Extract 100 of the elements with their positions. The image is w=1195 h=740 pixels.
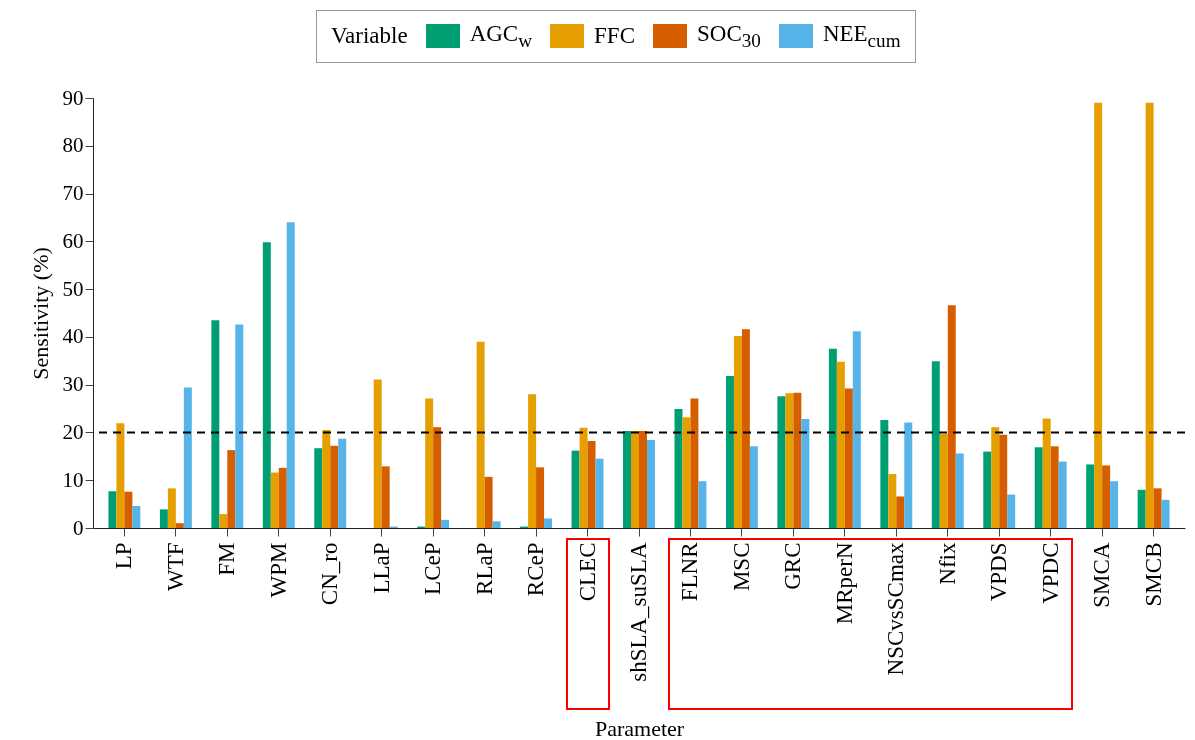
y-tick-label: 60	[62, 228, 84, 253]
x-tick-label: VPDC	[1037, 542, 1063, 604]
x-tick-label: MRperN	[831, 542, 857, 625]
x-tick-label: Nfix	[934, 542, 960, 585]
bar	[1145, 102, 1154, 528]
x-tick-label: LLaP	[368, 542, 394, 594]
x-tick-label: CN_ro	[317, 542, 343, 606]
y-tick-label: 30	[62, 372, 84, 397]
bar	[433, 427, 442, 528]
bar	[373, 379, 382, 528]
bar	[741, 329, 750, 528]
bar	[896, 496, 905, 528]
x-tick-label: FM	[214, 542, 240, 576]
bar	[690, 398, 699, 528]
bar	[1042, 418, 1051, 528]
bar	[528, 394, 537, 528]
bar	[836, 361, 845, 528]
x-tick-label: shSLA_suSLA	[626, 542, 651, 682]
y-tick-label: 0	[73, 515, 84, 540]
x-tick-label: LCeP	[420, 542, 446, 595]
bar	[1161, 499, 1170, 528]
bar	[888, 474, 897, 528]
bar	[536, 467, 545, 528]
bar	[1086, 464, 1095, 528]
x-tick-label: MSC	[728, 542, 754, 592]
bar	[286, 222, 295, 528]
bar	[1110, 481, 1119, 528]
bar	[124, 491, 133, 528]
bar	[579, 427, 588, 528]
legend-label: NEE$_{cum}$	[822, 21, 901, 52]
bar	[1050, 446, 1059, 528]
y-tick-label: 50	[62, 276, 84, 301]
bar	[801, 419, 810, 528]
x-tick-label: SMCA	[1089, 542, 1115, 608]
x-tick-label: CLEC	[574, 542, 600, 602]
bar	[330, 445, 339, 528]
bar	[646, 440, 655, 528]
bar	[939, 433, 948, 528]
bar	[278, 467, 287, 528]
bar	[1137, 489, 1146, 528]
x-tick-label: WTF	[162, 542, 188, 592]
bar	[338, 438, 347, 528]
bar	[904, 422, 913, 528]
bar	[492, 521, 501, 528]
y-axis-title: Sensitivity (%)	[27, 247, 53, 380]
bar	[698, 481, 707, 528]
x-tick-label: WPM	[265, 542, 291, 598]
bar	[991, 427, 1000, 528]
x-tick-label: LP	[111, 542, 137, 570]
bar	[219, 514, 228, 528]
bar	[587, 441, 596, 528]
bar	[983, 451, 992, 528]
bar	[785, 393, 794, 528]
bar	[623, 431, 632, 528]
x-tick-label: FLNR	[677, 541, 703, 602]
bar	[1102, 465, 1111, 528]
bar	[270, 472, 279, 528]
y-tick-label: 40	[62, 324, 84, 349]
bar	[1007, 494, 1016, 528]
bar	[1094, 102, 1103, 528]
y-tick-label: 90	[62, 85, 84, 110]
x-axis-title: Parameter	[594, 715, 685, 740]
bar	[682, 417, 691, 528]
bar	[132, 506, 141, 528]
bar	[852, 331, 861, 528]
bar	[844, 388, 853, 528]
bar	[1153, 488, 1162, 528]
bar	[725, 376, 734, 528]
bar	[381, 466, 390, 528]
bar	[484, 476, 493, 528]
bar	[880, 420, 889, 528]
y-tick-label: 70	[62, 181, 84, 206]
bar	[639, 431, 647, 528]
bar	[733, 335, 742, 528]
bar	[441, 519, 450, 528]
bar	[159, 509, 168, 528]
bar	[235, 324, 244, 528]
bar	[227, 450, 236, 528]
legend-label: FFC	[594, 23, 635, 50]
bar	[631, 431, 639, 528]
bar	[749, 446, 758, 528]
bar	[167, 488, 176, 528]
x-tick-label: NSCvsSCmax	[883, 542, 909, 676]
bar	[116, 423, 125, 528]
bar	[322, 430, 331, 528]
bar	[793, 392, 802, 528]
bar	[108, 491, 117, 528]
bar	[1058, 461, 1067, 528]
bar	[262, 242, 271, 528]
bar	[931, 361, 940, 528]
x-tick-label: GRC	[780, 542, 806, 590]
x-tick-label: RLaP	[471, 542, 497, 595]
bar	[828, 348, 837, 528]
bar	[955, 453, 964, 528]
bar	[175, 523, 184, 528]
bar	[183, 387, 192, 528]
bar	[544, 518, 553, 528]
bar	[999, 434, 1008, 528]
bar	[425, 398, 434, 528]
legend-label: AGC$_{w}$	[469, 21, 533, 52]
